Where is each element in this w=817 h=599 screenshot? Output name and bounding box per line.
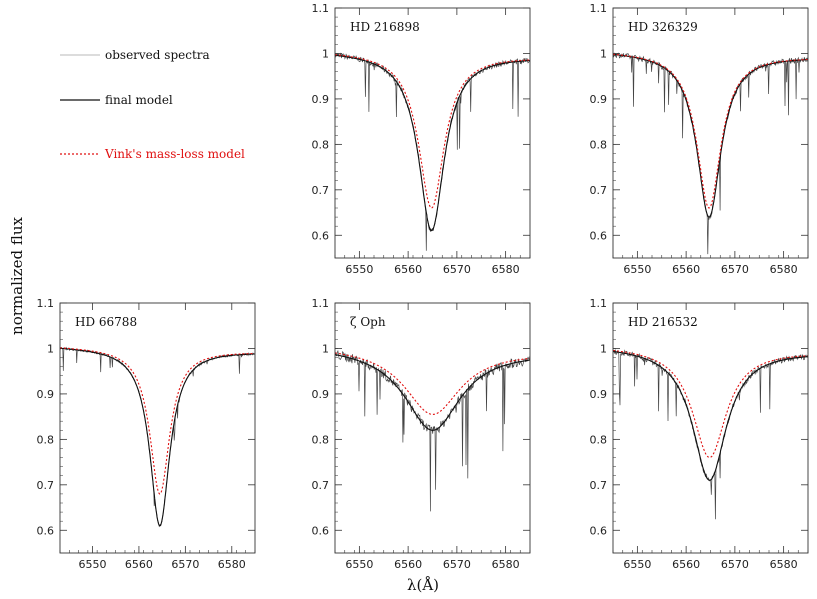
legend: observed spectra final model Vink's mass-l…: [60, 48, 245, 161]
series-final-model: [60, 347, 255, 527]
panel-3: 6550 6560 6570 6580 0.6 0.7 0.8 0.9 1 1.1 ζ Oph: [312, 297, 531, 571]
x-tick-label: 6580: [770, 263, 798, 276]
y-tick-label: 0.6: [590, 524, 608, 537]
panel-title: ζ Oph: [350, 315, 386, 329]
x-tick-label: 6550: [345, 263, 373, 276]
y-tick-label: 0.8: [312, 138, 330, 151]
y-tick-label: 1.1: [590, 297, 608, 310]
y-tick-label: 0.7: [590, 479, 608, 492]
x-tick-label: 6580: [218, 558, 246, 571]
y-tick-label: 0.9: [312, 93, 330, 106]
series-vink-model: [613, 349, 808, 459]
x-tick-label: 6570: [721, 558, 749, 571]
series-observed: [60, 346, 255, 528]
panel-title: HD 326329: [628, 20, 698, 34]
y-tick-label: 1.1: [590, 2, 608, 15]
x-tick-label: 6560: [394, 558, 422, 571]
series-observed: [335, 52, 530, 251]
series-observed: [613, 349, 808, 520]
y-tick-label: 0.8: [590, 433, 608, 446]
y-tick-label: 0.7: [37, 479, 55, 492]
panel-title: HD 216532: [628, 315, 698, 329]
y-tick-label: 1: [47, 342, 54, 355]
panels: 6550 6560 6570 6580 0.6 0.7 0.8 0.9 1 1.1 HD 21689…: [37, 2, 809, 571]
legend-label-vink: Vink's mass-loss model: [104, 147, 245, 161]
y-tick-label: 0.7: [312, 479, 330, 492]
y-tick-label: 1: [322, 342, 329, 355]
y-tick-label: 1.1: [37, 297, 55, 310]
x-tick-label: 6560: [672, 558, 700, 571]
y-tick-label: 0.6: [312, 229, 330, 242]
x-tick-label: 6560: [672, 263, 700, 276]
y-tick-label: 0.9: [590, 388, 608, 401]
legend-label-final: final model: [105, 93, 173, 107]
series-observed: [335, 349, 530, 512]
y-tick-label: 1.1: [312, 2, 330, 15]
panel-0: 6550 6560 6570 6580 0.6 0.7 0.8 0.9 1 1.1 HD 21689…: [312, 2, 531, 276]
panel-title: HD 66788: [75, 315, 137, 329]
x-tick-label: 6550: [345, 558, 373, 571]
series-final-model: [335, 354, 530, 431]
y-axis-label: normalized flux: [8, 217, 26, 335]
x-axis-label: λ(Å): [407, 576, 439, 594]
x-tick-label: 6580: [770, 558, 798, 571]
y-tick-label: 1: [322, 47, 329, 60]
panel-frame: [612, 302, 809, 554]
series-vink-model: [335, 54, 530, 209]
panel-frame: [334, 302, 531, 554]
panel-4: 6550 6560 6570 6580 0.6 0.7 0.8 0.9 1 1.1 HD 21653…: [590, 297, 809, 571]
y-tick-label: 0.9: [590, 93, 608, 106]
series-vink-model: [613, 53, 808, 209]
y-tick-label: 0.8: [590, 138, 608, 151]
x-tick-label: 6550: [623, 263, 651, 276]
y-tick-label: 0.6: [37, 524, 55, 537]
legend-item-vink: Vink's mass-loss model: [60, 147, 245, 161]
legend-item-observed: observed spectra: [60, 48, 210, 62]
y-tick-label: 1: [600, 47, 607, 60]
panel-1: 6550 6560 6570 6580 0.6 0.7 0.8 0.9 1 1.1 HD 32632…: [590, 2, 809, 276]
x-tick-label: 6580: [492, 558, 520, 571]
panel-2: 6550 6560 6570 6580 0.6 0.7 0.8 0.9 1 1.1 HD 66788: [37, 297, 256, 571]
series-final-model: [613, 350, 808, 481]
y-tick-label: 1: [600, 342, 607, 355]
series-final-model: [335, 54, 530, 232]
y-tick-label: 0.9: [37, 388, 55, 401]
y-tick-label: 1.1: [312, 297, 330, 310]
panel-frame: [334, 7, 531, 259]
series-observed: [613, 52, 808, 255]
y-tick-label: 0.6: [590, 229, 608, 242]
y-tick-label: 0.8: [312, 433, 330, 446]
panel-frame: [612, 7, 809, 259]
x-tick-label: 6550: [623, 558, 651, 571]
x-tick-label: 6550: [79, 558, 107, 571]
legend-item-final: final model: [60, 93, 173, 107]
y-tick-label: 0.9: [312, 388, 330, 401]
y-tick-label: 0.8: [37, 433, 55, 446]
series-vink-model: [60, 347, 255, 495]
panel-frame: [59, 302, 256, 554]
y-tick-label: 0.7: [590, 184, 608, 197]
x-tick-label: 6570: [171, 558, 199, 571]
x-tick-label: 6560: [125, 558, 153, 571]
legend-label-observed: observed spectra: [105, 48, 210, 62]
y-tick-label: 0.7: [312, 184, 330, 197]
x-tick-label: 6560: [394, 263, 422, 276]
x-tick-label: 6570: [443, 558, 471, 571]
y-tick-label: 0.6: [312, 524, 330, 537]
x-tick-label: 6580: [492, 263, 520, 276]
x-tick-label: 6570: [443, 263, 471, 276]
series-vink-model: [335, 352, 530, 415]
panel-title: HD 216898: [350, 20, 420, 34]
series-final-model: [613, 53, 808, 218]
x-tick-label: 6570: [721, 263, 749, 276]
